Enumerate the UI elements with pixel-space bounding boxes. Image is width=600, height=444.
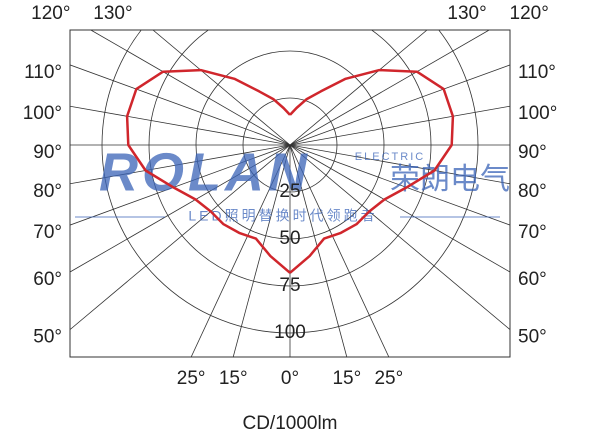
grid-ray — [190, 144, 291, 357]
grid-ray — [289, 144, 510, 185]
angle-tick-label: 100° — [23, 103, 62, 124]
intensity-curve — [289, 68, 455, 274]
angle-tick-label: 70° — [33, 222, 62, 243]
angle-tick-label: 90° — [518, 142, 547, 163]
grid — [70, 30, 510, 357]
grid-ray — [289, 30, 490, 146]
angle-tick-label: 0° — [281, 368, 299, 389]
angle-tick-label: 15° — [332, 368, 361, 389]
angle-tick-label: 25° — [177, 368, 206, 389]
angle-tick-label: 50° — [33, 327, 62, 348]
x-axis-label: CD/1000lm — [242, 413, 337, 434]
r-tick-label: 25 — [279, 181, 300, 202]
grid-ray — [70, 144, 291, 273]
angle-tick-label: 130° — [447, 3, 486, 24]
angle-tick-label: 100° — [518, 103, 557, 124]
grid-ray — [232, 144, 291, 357]
grid-ray — [70, 64, 291, 146]
angle-tick-label: 60° — [518, 269, 547, 290]
watermark-sub: ELECTRIC — [355, 151, 425, 163]
r-tick-label: 50 — [279, 228, 300, 249]
r-tick-label: 75 — [279, 275, 300, 296]
angle-tick-label: 130° — [93, 3, 132, 24]
grid-ray — [289, 105, 510, 146]
grid-ray — [90, 30, 291, 146]
grid-ray — [70, 144, 291, 185]
grid-ray — [289, 144, 390, 357]
angle-tick-label: 120° — [31, 3, 70, 24]
grid-ray — [70, 144, 291, 330]
angle-tick-label: 25° — [374, 368, 403, 389]
grid-ray — [70, 105, 291, 146]
watermark-slogan: LED照明替换时代领跑者 — [188, 208, 377, 224]
r-tick-label: 100 — [274, 322, 306, 343]
angle-tick-label: 50° — [518, 327, 547, 348]
grid-ray — [289, 144, 510, 330]
watermark-cn: 荣朗电气 — [390, 163, 510, 196]
watermark: ROLAN ELECTRIC 荣朗电气 LED照明替换时代领跑者 — [75, 142, 510, 224]
angle-tick-label: 80° — [518, 181, 547, 202]
grid-ray — [289, 30, 428, 146]
angle-tick-label: 80° — [33, 181, 62, 202]
intensity-curve — [125, 68, 291, 274]
grid-ray — [289, 144, 510, 226]
angle-tick-label: 70° — [518, 222, 547, 243]
grid-ray — [289, 144, 348, 357]
angle-tick-label: 15° — [219, 368, 248, 389]
angle-tick-label: 90° — [33, 142, 62, 163]
angle-tick-label: 60° — [33, 269, 62, 290]
angle-tick-label: 110° — [24, 62, 62, 83]
angle-tick-label: 110° — [518, 62, 556, 83]
grid-ray — [289, 144, 510, 273]
grid-ray — [152, 30, 291, 146]
grid-ray — [70, 144, 291, 226]
angle-tick-label: 120° — [510, 3, 549, 24]
grid-ray — [289, 64, 510, 146]
